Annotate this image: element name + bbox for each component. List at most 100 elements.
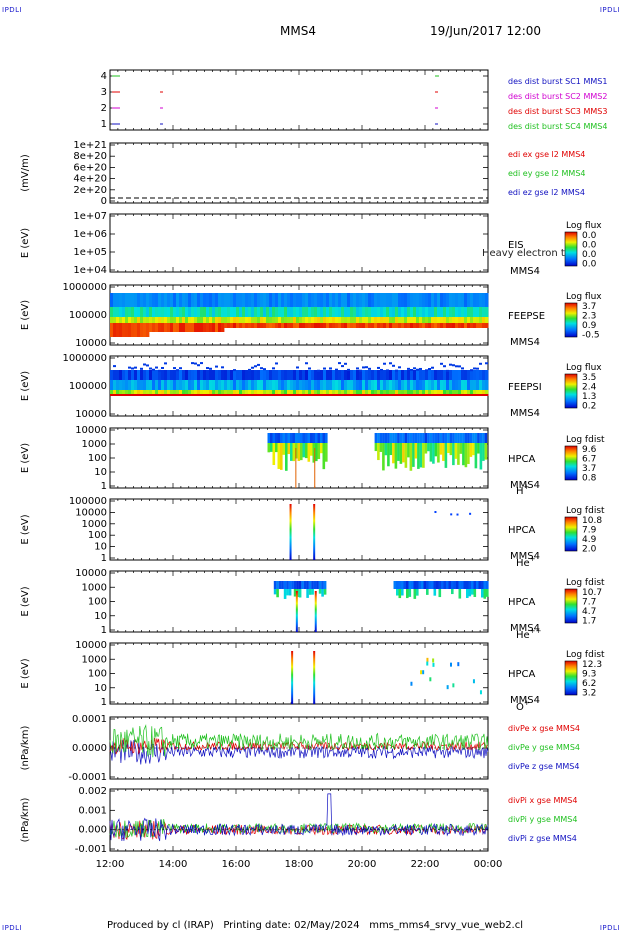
spectro-cell	[179, 307, 183, 317]
spectro-cell	[441, 581, 444, 589]
spectro-cell	[455, 380, 459, 390]
spectro-cell	[310, 433, 313, 443]
spectro-cell	[272, 443, 276, 465]
spectro-cell	[434, 433, 438, 443]
spectro-cell	[466, 581, 469, 589]
spectro-cell	[113, 317, 117, 323]
spectro-cell	[173, 307, 177, 317]
spectro-cell	[140, 394, 144, 396]
spectro-cell	[317, 370, 321, 380]
spectro-cell	[377, 394, 381, 396]
spectro-cell	[203, 380, 207, 390]
y-tick-label: 1	[101, 481, 107, 492]
spectro-cell	[200, 323, 204, 332]
spectro-cell	[317, 307, 321, 317]
spectro-cell	[227, 317, 231, 323]
spectro-cell	[419, 443, 423, 468]
spectro-cell	[173, 380, 177, 390]
spectro-cell	[476, 293, 480, 307]
spectro-cell	[269, 380, 273, 390]
spectro-cell	[257, 363, 260, 366]
spectro-cell	[477, 443, 480, 454]
spectro-cell	[470, 307, 474, 317]
spike	[289, 504, 292, 560]
spectro-cell	[431, 581, 434, 589]
colorbar-tick: 9.6	[582, 445, 597, 455]
spectro-cell	[466, 589, 469, 598]
spectro-cell	[450, 513, 453, 516]
y-axis-label: E (eV)	[20, 514, 31, 544]
spectro-cell	[200, 370, 204, 380]
spectro-cell	[318, 589, 322, 594]
spectro-cell	[380, 317, 384, 323]
spectro-cell	[416, 293, 420, 307]
spectro-cell	[311, 307, 315, 317]
spectro-cell	[419, 394, 423, 396]
spectro-cell	[365, 394, 369, 396]
spectro-cell	[260, 317, 264, 323]
spectro-cell	[303, 581, 307, 589]
spectro-cell	[185, 323, 189, 332]
spectro-cell	[164, 362, 167, 365]
spectro-cell	[284, 323, 288, 328]
spectro-cell	[410, 293, 414, 307]
charge-label: +	[524, 483, 530, 491]
spectro-cell	[302, 390, 306, 394]
spectro-cell	[299, 317, 303, 323]
spectro-cell	[113, 394, 117, 396]
legend-entry: divPi y gse MMS4	[508, 815, 577, 824]
spectro-cell	[362, 366, 365, 369]
colorbar-tick: 6.7	[582, 455, 596, 465]
spectro-cell	[353, 380, 357, 390]
spectro-cell	[320, 370, 324, 380]
spectro-cell	[377, 390, 381, 394]
spectro-cell	[454, 433, 458, 443]
spectro-cell	[248, 317, 252, 323]
spectro-cell	[335, 390, 339, 394]
colorbar-tick: 4.9	[582, 535, 597, 545]
spectro-cell	[161, 370, 165, 380]
spectro-cell	[128, 394, 132, 396]
x-tick-label: 22:00	[411, 859, 440, 870]
spectro-cell	[182, 370, 186, 380]
spectro-cell	[197, 390, 201, 394]
spectro-cell	[269, 307, 273, 317]
spectro-cell	[434, 380, 438, 390]
spectro-cell	[428, 307, 432, 317]
spectro-cell	[308, 380, 312, 390]
spectro-cell	[446, 317, 450, 323]
spectro-cell	[313, 581, 317, 589]
spectro-cell	[414, 443, 418, 459]
spectro-cell	[459, 433, 463, 443]
spectro-cell	[266, 370, 270, 380]
spectro-cell	[299, 394, 303, 396]
spectro-cell	[404, 380, 408, 390]
spectro-cell	[251, 293, 255, 307]
spectro-cell	[455, 370, 459, 380]
spacecraft-label: MMS4	[510, 337, 540, 348]
spectro-cell	[365, 323, 369, 328]
spectro-cell	[476, 394, 480, 396]
spectro-cell	[419, 433, 423, 443]
panel-frame	[109, 213, 489, 273]
spectro-cell	[476, 307, 480, 317]
spectro-cell	[301, 581, 304, 589]
spectro-cell	[329, 390, 333, 394]
spectro-cell	[443, 323, 447, 328]
spectro-cell	[242, 394, 246, 396]
spectro-cell	[143, 370, 147, 380]
spectro-cell	[455, 390, 459, 394]
spectro-cell	[386, 394, 390, 396]
spectro-cell	[155, 394, 159, 396]
spectro-cell	[353, 323, 357, 328]
spectro-cell	[481, 589, 484, 598]
spectro-cell	[428, 293, 432, 307]
spectro-cell	[412, 433, 415, 443]
spectro-cell	[448, 581, 452, 589]
spectro-cell	[167, 293, 171, 307]
spectro-cell	[434, 317, 438, 323]
spectro-cell	[286, 581, 289, 589]
spectro-cell	[302, 307, 306, 317]
